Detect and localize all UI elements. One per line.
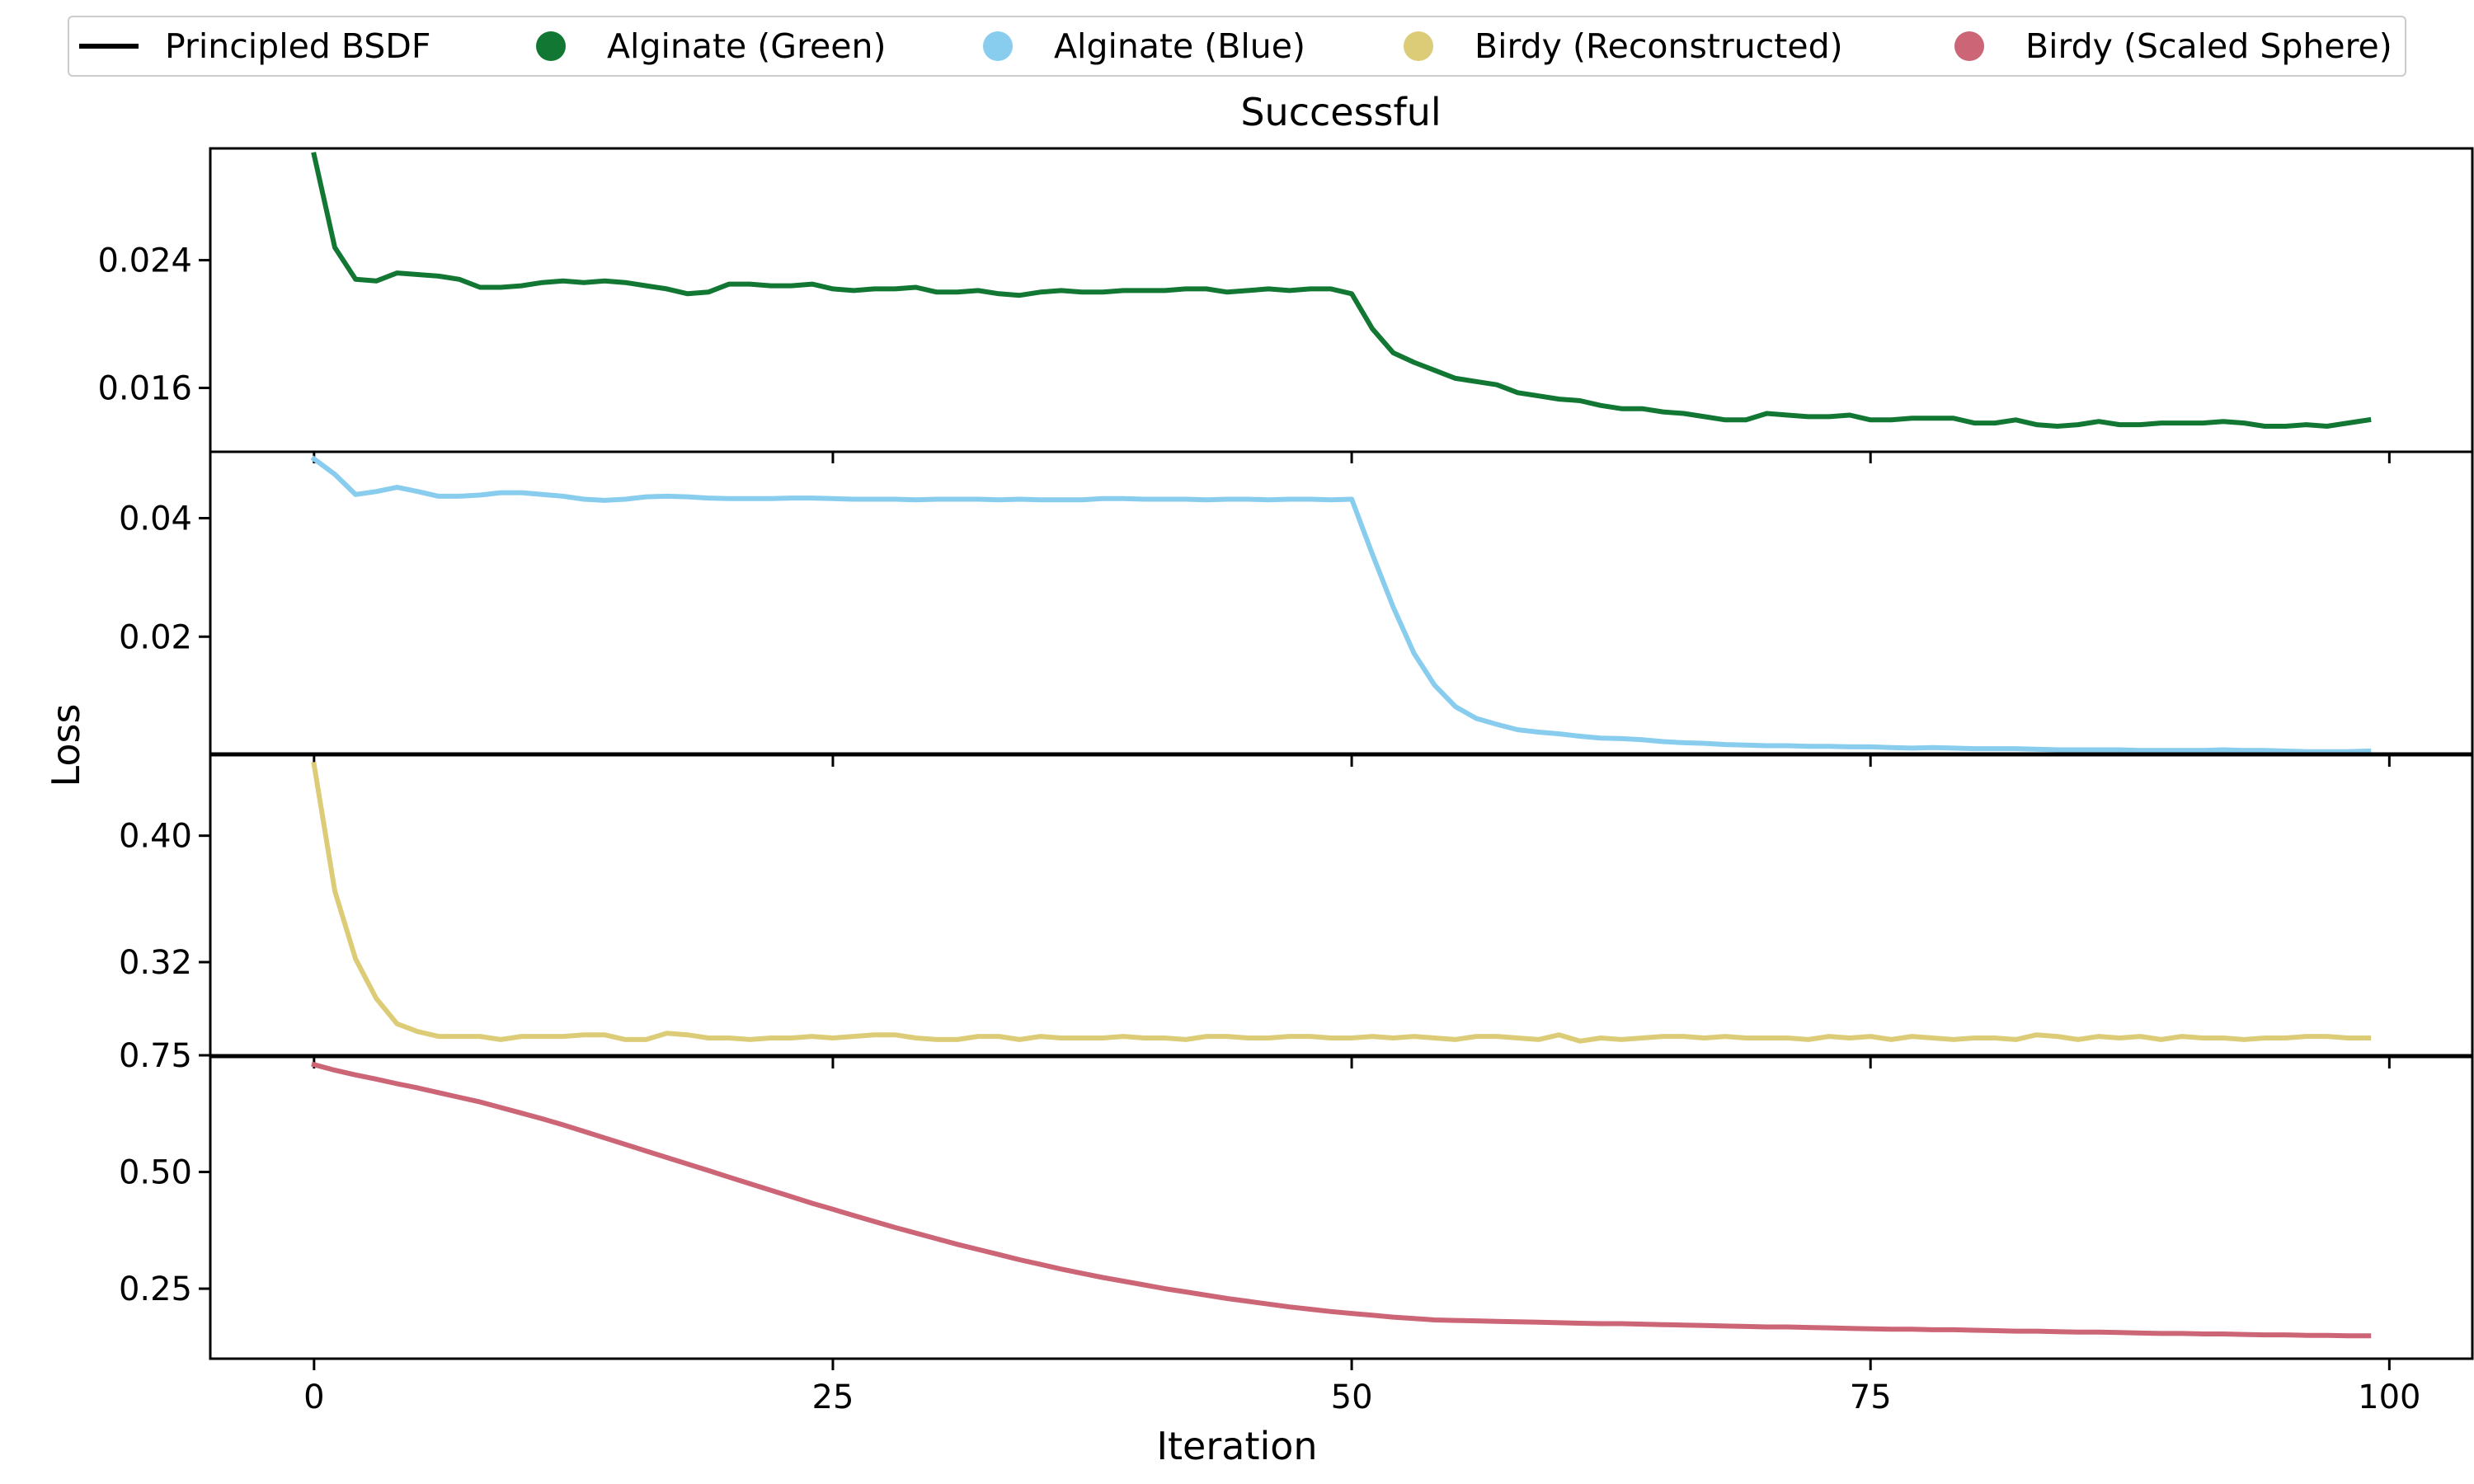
legend-label: Alginate (Blue) [1054, 26, 1306, 66]
legend-label: Birdy (Scaled Sphere) [2025, 26, 2392, 66]
axes-frame-3 [209, 752, 2474, 1059]
subplots: 0.016 0.024 0.02 0.04 0.32 0.40 0.25 0.50 0.75 0 2… [97, 147, 2474, 1416]
y-tick-label: 0.024 [97, 242, 192, 280]
x-tick-label: 25 [812, 1378, 854, 1416]
legend-item-alginate-blue: Alginate (Blue) [968, 17, 1305, 75]
legend-dot-marker [983, 31, 1013, 61]
y-tick-label: 0.02 [119, 618, 192, 656]
legend-label: Birdy (Reconstructed) [1475, 26, 1843, 66]
axes-frame-4 [209, 1054, 2474, 1360]
legend: Principled BSDF Alginate (Green) Alginat… [68, 16, 2406, 77]
y-tick-label: 0.75 [119, 1037, 192, 1075]
y-tick-label: 0.32 [119, 944, 192, 982]
legend-line-marker [79, 44, 139, 49]
y-tick-label: 0.016 [97, 370, 192, 408]
series-line-2 [310, 455, 2372, 754]
series-line-1 [311, 152, 2372, 429]
x-axis-label: Iteration [1156, 1424, 1317, 1468]
axes-frame-1 [209, 147, 2474, 453]
y-axis-label: Loss [44, 704, 88, 787]
legend-item-principled-bsdf: Principled BSDF [79, 17, 430, 75]
legend-item-alginate-green: Alginate (Green) [521, 17, 886, 75]
y-tick-label: 0.25 [119, 1270, 192, 1308]
x-tick-label: 75 [1850, 1378, 1892, 1416]
series-line-3 [311, 761, 2372, 1044]
legend-dot-marker [536, 31, 566, 61]
legend-item-birdy-reconstructed: Birdy (Reconstructed) [1389, 17, 1843, 75]
legend-dot-marker [1954, 31, 1984, 61]
legend-item-birdy-scaled-sphere: Birdy (Scaled Sphere) [1940, 17, 2392, 75]
x-tick-label: 50 [1331, 1378, 1373, 1416]
legend-label: Principled BSDF [165, 26, 431, 66]
legend-label: Alginate (Green) [607, 26, 887, 66]
y-tick-label: 0.50 [119, 1154, 192, 1192]
y-tick-label: 0.04 [119, 500, 192, 538]
y-tick-label: 0.40 [119, 818, 192, 856]
chart-title: Successful [1240, 90, 1441, 134]
axes-frame-2 [209, 450, 2474, 757]
x-tick-label: 0 [303, 1378, 324, 1416]
x-tick-label: 100 [2358, 1378, 2420, 1416]
legend-dot-marker [1404, 31, 1433, 61]
series-line-4 [311, 1061, 2372, 1339]
